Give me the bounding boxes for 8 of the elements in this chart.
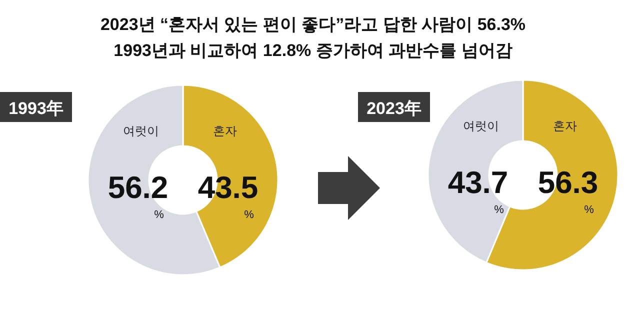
text: 1993년과 비교하여 12.8% 증가하여 과반수를 넘어감 — [114, 41, 512, 60]
slice-label: 여럿이 — [123, 124, 159, 138]
text: 2023년 “혼자서 있는 편이 좋다”라고 답한 사람이 56.3% — [100, 15, 526, 34]
slice-label: 여럿이 — [463, 119, 499, 133]
slice-label: 혼자 — [553, 119, 577, 133]
text: 2023年 — [366, 99, 422, 118]
slice-label: 혼자 — [213, 124, 237, 138]
text: 1993年 — [8, 99, 64, 118]
